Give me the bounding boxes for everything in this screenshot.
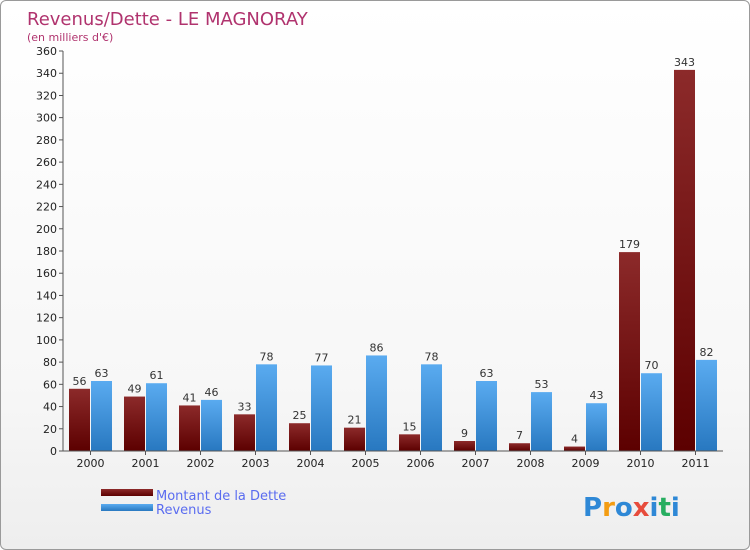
chart-subtitle: (en milliers d'€) [27, 31, 113, 44]
y-tick-label: 100 [36, 334, 57, 347]
data-label-debt-2003: 33 [238, 400, 252, 413]
x-tick-label: 2000 [77, 457, 105, 470]
y-tick-label: 340 [36, 67, 57, 80]
bar-debt-2009 [564, 446, 585, 451]
data-label-debt-2005: 21 [348, 414, 362, 427]
proxiti-logo: Proxiti [583, 493, 680, 523]
data-label-debt-2006: 15 [403, 420, 417, 433]
legend: Montant de la Dette Revenus [101, 489, 286, 518]
x-axis: 2000 2001 2002 2003 2004 2005 2006 2007 2008 2009… [63, 450, 723, 470]
data-label-revenus-2004: 77 [315, 351, 329, 364]
y-tick-label: 160 [36, 267, 57, 280]
bar-revenus-2003 [256, 364, 277, 451]
data-label-revenus-2005: 86 [370, 341, 384, 354]
y-tick-label: 60 [43, 378, 57, 391]
data-label-revenus-2001: 61 [150, 369, 164, 382]
bar-debt-2011 [674, 69, 695, 451]
bar-revenus-2002 [201, 399, 222, 451]
data-label-debt-2002: 41 [183, 391, 197, 404]
bar-revenus-2011 [696, 359, 717, 451]
data-label-revenus-2000: 63 [95, 367, 109, 380]
data-label-revenus-2011: 82 [700, 346, 714, 359]
bar-debt-2005 [344, 427, 365, 451]
y-tick-label: 280 [36, 134, 57, 147]
x-tick-label: 2001 [132, 457, 160, 470]
y-tick-label: 240 [36, 178, 57, 191]
data-label-revenus-2010: 70 [645, 359, 659, 372]
bar-revenus-2000 [91, 381, 112, 451]
bar-revenus-2008 [531, 392, 552, 451]
bar-revenus-2009 [586, 403, 607, 451]
bar-debt-2007 [454, 441, 475, 451]
x-tick-label: 2005 [352, 457, 380, 470]
legend-label-revenus: Revenus [156, 503, 212, 518]
data-label-revenus-2007: 63 [480, 367, 494, 380]
y-tick-label: 360 [36, 45, 57, 58]
data-label-revenus-2008: 53 [535, 378, 549, 391]
bar-revenus-2010 [641, 373, 662, 451]
x-tick-label: 2003 [242, 457, 270, 470]
y-tick-label: 0 [50, 445, 57, 458]
x-tick-label: 2008 [517, 457, 545, 470]
x-tick-label: 2009 [572, 457, 600, 470]
x-tick-label: 2011 [682, 457, 710, 470]
y-tick-label: 20 [43, 423, 57, 436]
data-label-debt-2001: 49 [128, 383, 142, 396]
x-tick-label: 2006 [407, 457, 435, 470]
legend-label-debt: Montant de la Dette [156, 489, 286, 504]
bar-debt-2006 [399, 434, 420, 451]
data-label-debt-2004: 25 [293, 409, 307, 422]
bar-debt-2010 [619, 252, 640, 451]
y-tick-label: 260 [36, 156, 57, 169]
x-tick-label: 2010 [627, 457, 655, 470]
data-label-revenus-2006: 78 [425, 350, 439, 363]
x-tick-label: 2002 [187, 457, 215, 470]
data-label-revenus-2003: 78 [260, 350, 274, 363]
y-tick-label: 140 [36, 289, 57, 302]
y-tick-label: 120 [36, 312, 57, 325]
bar-debt-2004 [289, 423, 310, 451]
bar-debt-2000 [69, 388, 90, 451]
data-label-revenus-2002: 46 [205, 386, 219, 399]
bar-revenus-2006 [421, 364, 442, 451]
bar-debt-2001 [124, 396, 145, 451]
y-tick-label: 40 [43, 401, 57, 414]
bar-debt-2008 [509, 443, 530, 451]
y-tick-label: 200 [36, 223, 57, 236]
bar-revenus-2001 [146, 383, 167, 451]
x-tick-label: 2007 [462, 457, 490, 470]
bar-debt-2002 [179, 405, 200, 451]
data-label-debt-2000: 56 [73, 375, 87, 388]
y-tick-label: 180 [36, 245, 57, 258]
data-label-debt-2008: 7 [516, 429, 523, 442]
chart-title: Revenus/Dette - LE MAGNORAY [27, 9, 309, 30]
y-tick-label: 80 [43, 356, 57, 369]
bar-revenus-2004 [311, 365, 332, 451]
y-tick-label: 320 [36, 89, 57, 102]
y-tick-label: 220 [36, 201, 57, 214]
bar-revenus-2007 [476, 381, 497, 451]
legend-swatch-revenus [101, 504, 153, 511]
legend-swatch-debt [101, 489, 153, 496]
bars: 56 63 49 61 41 46 33 78 25 77 21 86 15 78 9 63 7 53 4 43 179… [69, 56, 717, 451]
data-label-debt-2010: 179 [619, 238, 640, 251]
y-tick-label: 300 [36, 112, 57, 125]
data-label-debt-2007: 9 [461, 427, 468, 440]
data-label-debt-2009: 4 [571, 433, 578, 446]
data-label-debt-2011: 343 [674, 56, 695, 69]
y-axis: 0 20 40 60 80 100 120 140 160 180 200 220 240 260 280 3… [36, 45, 64, 458]
x-tick-label: 2004 [297, 457, 325, 470]
bar-debt-2003 [234, 414, 255, 451]
data-label-revenus-2009: 43 [590, 389, 604, 402]
bar-revenus-2005 [366, 355, 387, 451]
